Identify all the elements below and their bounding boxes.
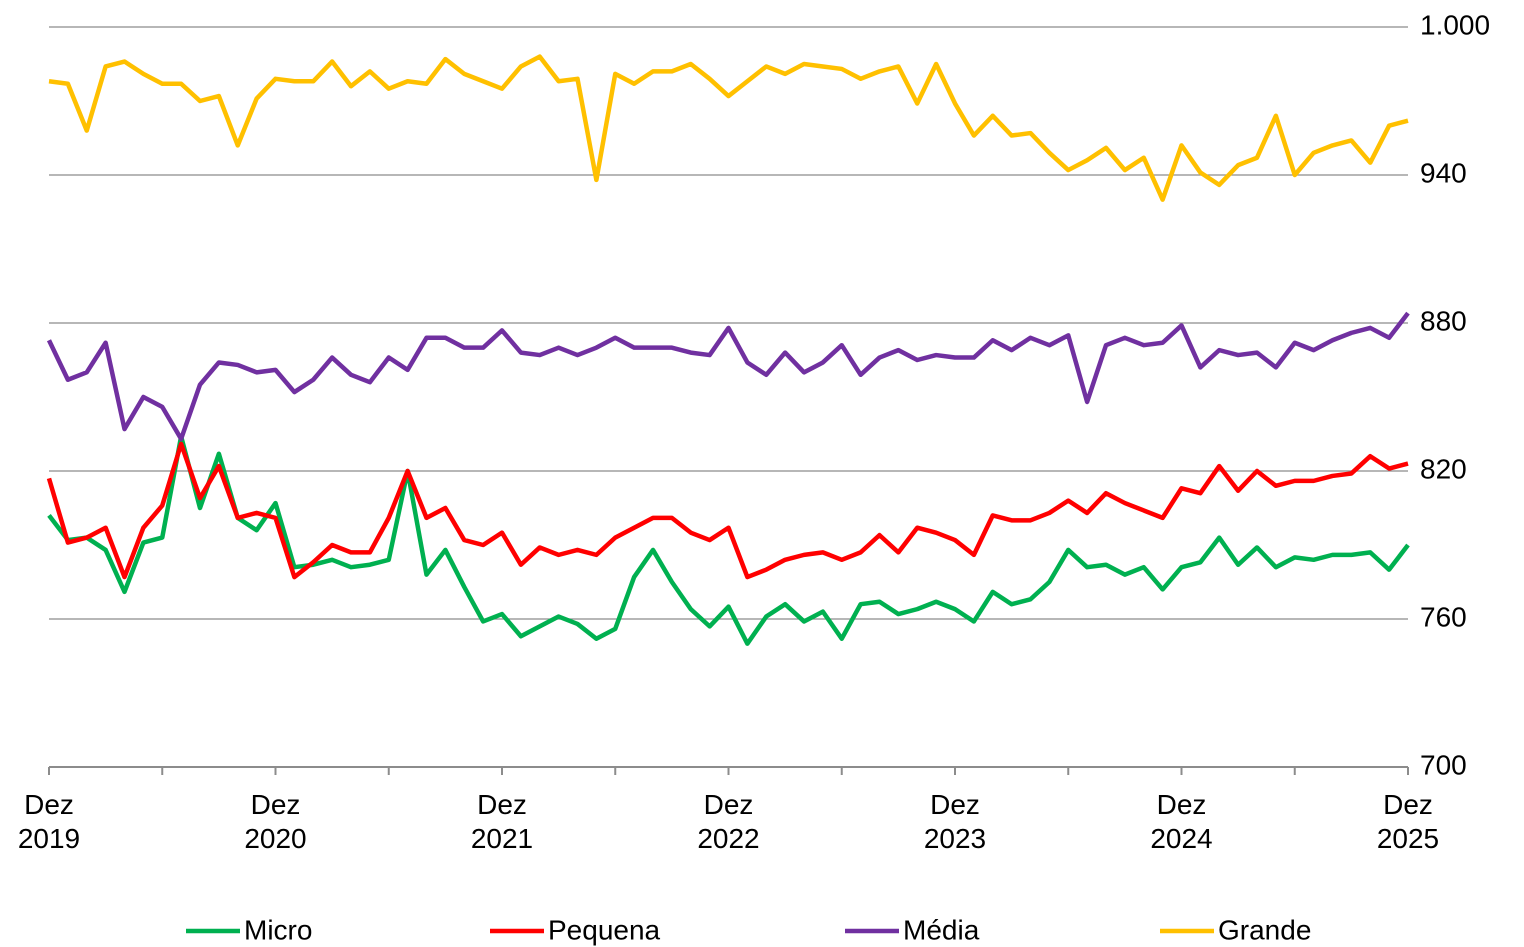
y-tick-label: 1.000 xyxy=(1420,9,1490,40)
legend-label: Pequena xyxy=(548,914,661,945)
legend-label: Grande xyxy=(1218,914,1311,945)
x-tick-label: Dez 2020 xyxy=(244,789,307,854)
series-line xyxy=(46,441,1409,580)
series-line xyxy=(47,434,1410,646)
x-tick-label: Dez 2019 xyxy=(17,789,81,854)
y-tick-label: 700 xyxy=(1420,749,1467,780)
legend-label: Micro xyxy=(244,914,312,945)
x-tick-label: Dez 2021 xyxy=(470,789,534,854)
legend-label: Média xyxy=(903,914,980,945)
series-line xyxy=(48,54,1409,202)
x-tick-label: Dez 2024 xyxy=(1150,789,1213,854)
series-line xyxy=(46,311,1410,442)
x-tick-label: Dez 2022 xyxy=(697,789,760,854)
y-tick-label: 940 xyxy=(1420,157,1467,188)
y-tick-label: 760 xyxy=(1420,601,1467,632)
x-tick-label: Dez 2025 xyxy=(1376,789,1440,854)
x-tick-label: Dez 2023 xyxy=(923,789,987,854)
y-tick-label: 880 xyxy=(1420,305,1467,336)
y-tick-label: 820 xyxy=(1420,453,1467,484)
